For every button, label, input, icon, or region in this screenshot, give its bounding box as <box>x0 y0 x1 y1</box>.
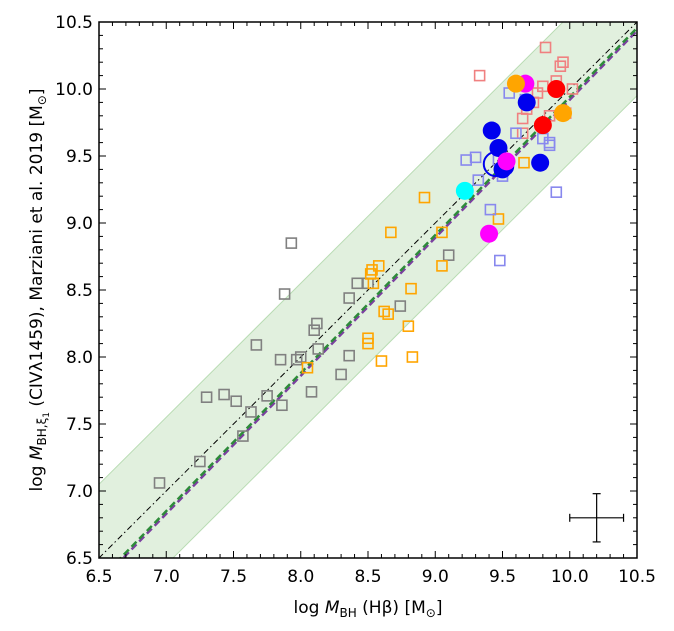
point-lightblue-squares <box>543 139 556 152</box>
y-tick-label: 9.0 <box>66 214 93 234</box>
point-gray-squares <box>442 249 455 261</box>
point-orange-squares <box>436 260 448 272</box>
point-orange-squares <box>402 320 415 332</box>
error-bar <box>569 493 625 543</box>
point-salmon-squares <box>516 127 529 140</box>
y-tick-label: 7.5 <box>66 415 93 435</box>
y-tick-label: 7.0 <box>66 482 93 502</box>
point-gray-squares <box>394 300 407 312</box>
point-blue-circles <box>531 153 550 172</box>
point-gray-squares <box>311 317 323 330</box>
point-orange-squares <box>436 226 448 239</box>
point-orange-squares <box>378 305 390 318</box>
reference-lines <box>99 22 637 558</box>
point-gray-squares <box>294 351 307 363</box>
point-orange-squares <box>418 191 431 204</box>
point-gray-squares <box>308 324 321 337</box>
point-gray-squares <box>153 477 166 489</box>
point-lightblue-squares <box>550 186 563 198</box>
point-orange-squares <box>362 337 374 350</box>
x-tick-label: 9.0 <box>422 567 449 587</box>
point-blue-circles <box>489 138 508 157</box>
x-tick-label: 8.0 <box>287 567 314 587</box>
point-salmon-squares <box>554 60 567 73</box>
point-orange-squares <box>375 355 388 367</box>
point-gray-squares <box>194 455 206 468</box>
point-orange-squares <box>385 226 397 239</box>
x-tick-labels: 6.5 7.0 7.5 8.0 8.5 9.0 9.5 10.0 10.5 <box>85 567 655 587</box>
y-axis-label: log MBH,ξ1 (CIVλ1459), Marziani et al. 2… <box>27 89 52 492</box>
y-tick-labels: 6.5 7.0 7.5 8.0 8.5 9.0 9.5 10.0 10.5 <box>55 13 93 569</box>
point-magenta-circles <box>497 152 516 171</box>
point-gray-squares <box>245 406 257 418</box>
point-red-circles <box>547 80 566 98</box>
point-salmon-squares <box>539 41 552 54</box>
x-tick-label: 7.5 <box>220 567 247 587</box>
point-lightblue-squares <box>494 254 506 267</box>
point-blue-circles <box>482 121 501 140</box>
point-gray-squares <box>343 349 355 362</box>
point-magenta-circles <box>480 224 499 243</box>
point-orange-squares <box>405 282 417 295</box>
point-gray-squares <box>343 292 355 304</box>
point-gray-squares <box>274 353 287 366</box>
x-tick-label: 10.0 <box>551 567 589 587</box>
point-salmon-squares <box>566 83 579 95</box>
line-fit-purple <box>121 28 637 558</box>
point-orange-squares <box>367 277 380 290</box>
point-orange-squares <box>372 260 385 272</box>
point-orange-circles <box>554 104 573 123</box>
point-gray-squares <box>278 288 291 300</box>
point-orange-squares <box>492 213 505 225</box>
line-one-to-one <box>99 22 637 558</box>
point-gray-squares <box>237 430 249 442</box>
y-tick-label: 6.5 <box>66 549 93 569</box>
point-gray-squares <box>276 399 288 412</box>
x-tick-label: 7.0 <box>153 567 180 587</box>
x-tick-label: 9.5 <box>489 567 516 587</box>
axis-ticks <box>98 21 638 559</box>
point-gray-squares <box>250 339 263 351</box>
x-tick-label: 8.5 <box>354 567 381 587</box>
point-orange-squares <box>406 351 419 363</box>
y-tick-label: 9.5 <box>66 147 93 167</box>
y-tick-label: 10.5 <box>55 13 93 33</box>
y-tick-label: 10.0 <box>55 80 93 100</box>
point-gray-squares <box>230 395 242 408</box>
data-points <box>153 41 579 489</box>
point-salmon-squares <box>473 69 486 82</box>
x-tick-label: 6.5 <box>85 567 112 587</box>
point-blue-circles <box>517 93 536 112</box>
point-orange-squares <box>518 156 530 169</box>
point-salmon-squares <box>557 56 569 69</box>
point-gray-squares <box>261 390 273 402</box>
point-lightblue-squares <box>510 127 522 140</box>
point-gray-squares <box>200 391 213 404</box>
point-gray-squares <box>285 237 298 249</box>
point-cyan-circles <box>455 181 474 200</box>
point-lightblue-squares <box>484 203 497 216</box>
point-lightblue-squares <box>469 151 482 164</box>
x-axis-label: log MBH (Hβ) [M⊙] <box>294 598 443 620</box>
point-gray-squares <box>290 353 303 366</box>
point-red-circles <box>533 116 552 135</box>
y-tick-label: 8.0 <box>66 348 93 368</box>
point-gray-squares <box>312 343 325 355</box>
point-orange-squares <box>366 264 378 276</box>
point-gray-squares <box>335 368 347 381</box>
line-fit-green <box>118 26 637 558</box>
point-lightblue-squares <box>472 174 485 186</box>
point-orange-circles <box>506 74 525 93</box>
point-orange-squares <box>301 361 314 374</box>
x-tick-label: 10.5 <box>618 567 656 587</box>
y-tick-label: 8.5 <box>66 281 93 301</box>
point-gray-squares <box>218 388 230 401</box>
point-gray-squares <box>305 386 318 398</box>
point-orange-squares <box>382 308 394 320</box>
